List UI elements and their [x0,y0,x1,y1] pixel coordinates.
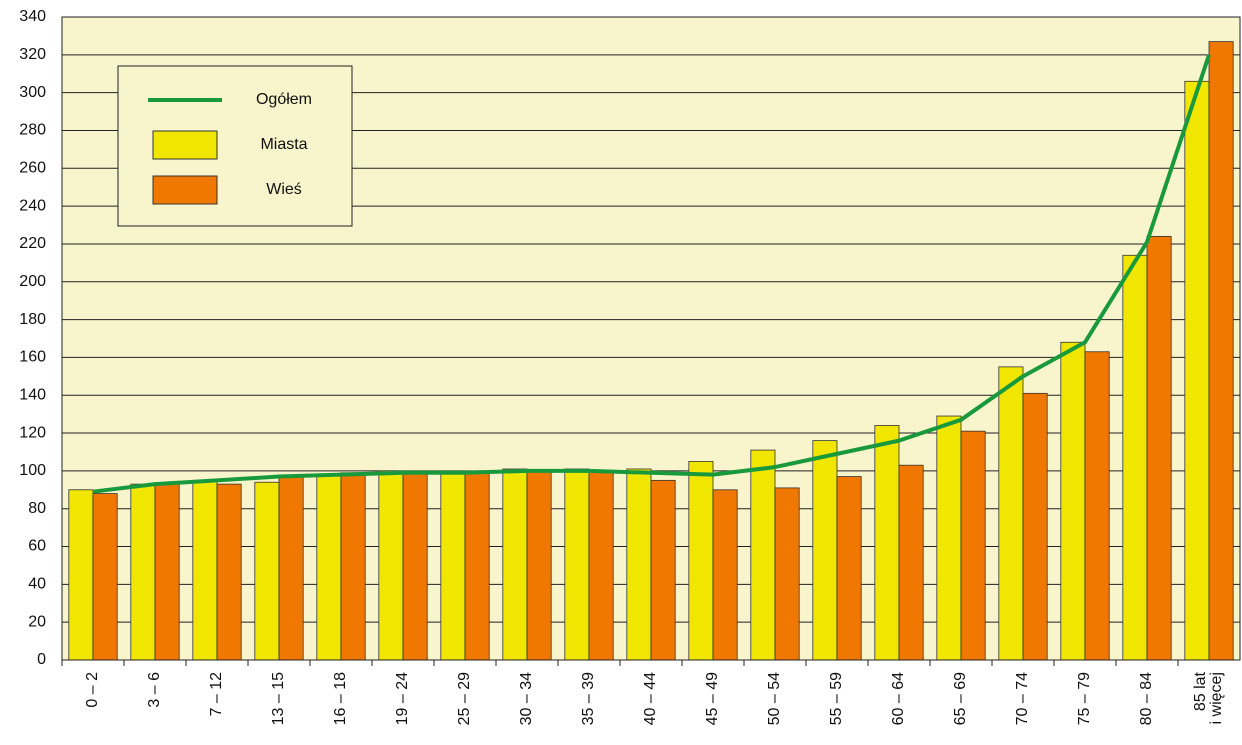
y-tick-label: 220 [19,235,46,252]
x-tick-label: 75 – 79 [1076,672,1093,725]
y-tick-label: 0 [37,651,46,668]
bar [502,468,528,661]
x-tick-label: 50 – 54 [766,672,783,725]
y-tick-label: 240 [19,197,46,214]
bar [1122,254,1148,661]
x-tick-label: 55 – 59 [828,672,845,725]
bar [1208,41,1234,661]
bar [340,472,366,661]
x-tick-label: 85 lati więcej [1192,671,1225,724]
bar [464,472,490,661]
bar [316,474,342,661]
bar [650,479,676,661]
bar [1084,351,1110,661]
y-tick-label: 300 [19,84,46,101]
bar [836,476,862,661]
legend-label: Ogółem [256,91,312,108]
x-tick-label: 0 – 2 [84,672,101,708]
bar [68,489,94,661]
bar [154,483,180,661]
x-tick-label: 45 – 49 [704,672,721,725]
x-tick-label: 7 – 12 [208,672,225,717]
y-tick-label: 160 [19,349,46,366]
y-tick-label: 100 [19,462,46,479]
bar [1146,235,1172,661]
bar [712,489,738,661]
y-tick-label: 260 [19,160,46,177]
y-tick-label: 20 [28,613,46,630]
bar [564,468,590,661]
y-tick-label: 80 [28,500,46,517]
bar [626,468,652,661]
bar [774,487,800,661]
y-tick-label: 120 [19,424,46,441]
bar [378,470,404,661]
x-tick-label: 25 – 29 [456,672,473,725]
x-tick-label: 19 – 24 [394,672,411,725]
x-tick-label: 30 – 34 [518,672,535,725]
bar [216,483,242,661]
bar [1184,80,1210,661]
line [92,54,1211,494]
bar [192,479,218,661]
bar [440,470,466,661]
x-tick-label: 70 – 74 [1014,672,1031,725]
x-tick-label: 40 – 44 [642,672,659,725]
legend-label: Miasta [260,136,307,153]
bar [278,476,304,661]
bar [402,472,428,661]
y-tick-label: 320 [19,46,46,63]
bar [1060,341,1086,661]
x-tick-label: 16 – 18 [332,672,349,725]
bar [750,449,776,661]
y-tick-label: 140 [19,386,46,403]
x-tick-label: 65 – 69 [952,672,969,725]
bar [998,366,1024,661]
x-tick-label: 3 – 6 [146,672,163,708]
y-tick-label: 40 [28,576,46,593]
x-tick-label: 13 – 15 [270,672,287,725]
bar [130,483,156,661]
y-tick-label: 280 [19,122,46,139]
x-tick-label: 60 – 64 [890,672,907,725]
y-tick-label: 340 [19,8,46,25]
bar [936,415,962,661]
y-tick-label: 60 [28,538,46,555]
bar [874,425,900,661]
bar [254,481,280,661]
bar [688,461,714,661]
x-tick-label: 80 – 84 [1138,672,1155,725]
legend-label: Wieś [266,181,302,198]
bar [960,430,986,661]
bar [588,470,614,661]
legend-swatch [152,175,218,205]
bar [526,470,552,661]
y-tick-label: 200 [19,273,46,290]
legend-swatch [152,130,218,160]
bar [812,440,838,661]
bar [1022,392,1048,661]
x-tick-label: 35 – 39 [580,672,597,725]
y-tick-label: 180 [19,311,46,328]
bar [898,464,924,661]
bar [92,493,118,661]
